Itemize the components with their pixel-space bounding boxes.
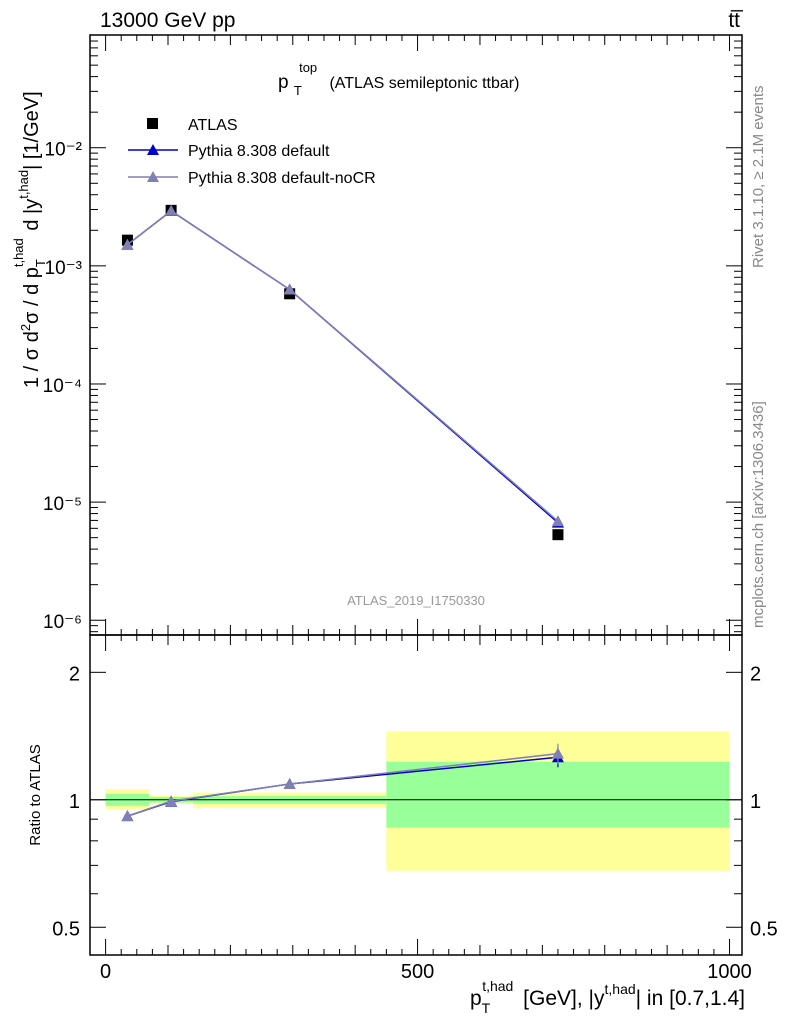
x-axis-label: pTt,had [GeV], |yt,had| in [0.7,1.4] xyxy=(470,978,745,1016)
panel-title-base: p xyxy=(278,72,289,93)
axis-labels: 0 500 1000 10⁻⁶ 10⁻⁵ 10⁻⁴ 10⁻³ 10⁻² 0.5 0.5 1 1 2 2 xyxy=(43,140,778,983)
legend-label-atlas: ATLAS xyxy=(188,117,238,134)
y-tick-label-ratio-left: 1 xyxy=(69,791,80,813)
panel-title-sup: top xyxy=(299,60,317,75)
x-tick-label: 1000 xyxy=(707,961,752,983)
atlas-point-3 xyxy=(552,529,564,541)
main-marker-2-0 xyxy=(121,238,134,250)
y-tick-label-main: 10⁻⁶ xyxy=(43,612,82,633)
main-marker-2-2 xyxy=(283,283,296,295)
header-left: 13000 GeV pp xyxy=(100,9,235,32)
x-tick-label: 500 xyxy=(401,961,434,983)
panel-title-sub: T xyxy=(294,83,302,98)
legend-marker-atlas xyxy=(147,118,158,129)
ratio-band-inner-3 xyxy=(386,761,730,828)
header-right: tt̅ xyxy=(728,9,744,32)
ratio-frame xyxy=(89,634,743,956)
y-tick-label-ratio-right: 1 xyxy=(750,791,761,813)
main-marker-2-1 xyxy=(165,204,178,216)
legend-marker-nocr xyxy=(147,171,159,182)
plot-frames xyxy=(89,34,743,956)
y-tick-label-main: 10⁻² xyxy=(45,140,83,161)
y-tick-label-ratio-right: 0.5 xyxy=(750,918,778,940)
ratio-line-1 xyxy=(127,752,559,817)
main-line-2 xyxy=(126,209,559,522)
ratio-marker-1-2 xyxy=(283,777,296,789)
y-tick-label-ratio-left: 2 xyxy=(69,663,80,685)
y-tick-label-main: 10⁻⁴ xyxy=(43,376,82,397)
ratio-marker-1-0 xyxy=(121,810,134,822)
main-marker-2-3 xyxy=(551,515,564,527)
ratio-series xyxy=(121,743,564,822)
ratio-y-label: Ratio to ATLAS xyxy=(27,744,44,845)
main-y-label: 1 / σ d2σ / d pTt,had d |yt,had| [1/GeV] xyxy=(11,91,48,388)
rivet-label: Rivet 3.1.10, ≥ 2.1M events xyxy=(750,86,767,269)
y-tick-label-main: 10⁻⁵ xyxy=(43,494,82,515)
legend-label-default: Pythia 8.308 default xyxy=(188,143,330,160)
panel-title: p T top (ATLAS semileptonic ttbar) xyxy=(278,56,519,100)
panel-title-rest: (ATLAS semileptonic ttbar) xyxy=(329,75,519,92)
watermark: ATLAS_2019_I1750330 xyxy=(347,593,485,608)
legend-label-nocr: Pythia 8.308 default-noCR xyxy=(188,170,376,187)
main-series xyxy=(121,204,564,541)
y-tick-label-ratio-left: 0.5 xyxy=(52,918,80,940)
mcplots-label: mcplots.cern.ch [arXiv:1306.3436] xyxy=(750,401,767,628)
legend: ATLAS Pythia 8.308 default Pythia 8.308 … xyxy=(128,117,376,187)
main-y-label-a: 1 / σ d xyxy=(21,331,43,388)
y-tick-label-main: 10⁻³ xyxy=(45,258,83,279)
main-line-1 xyxy=(126,209,559,524)
axis-ticks xyxy=(90,34,742,955)
x-tick-label: 0 xyxy=(100,961,111,983)
ratio-marker-1-1 xyxy=(165,795,178,807)
ratio-uncertainty-bands xyxy=(105,731,730,871)
ratio-marker-1-3 xyxy=(551,747,564,759)
y-tick-label-ratio-right: 2 xyxy=(750,663,761,685)
legend-marker-default xyxy=(147,144,159,155)
